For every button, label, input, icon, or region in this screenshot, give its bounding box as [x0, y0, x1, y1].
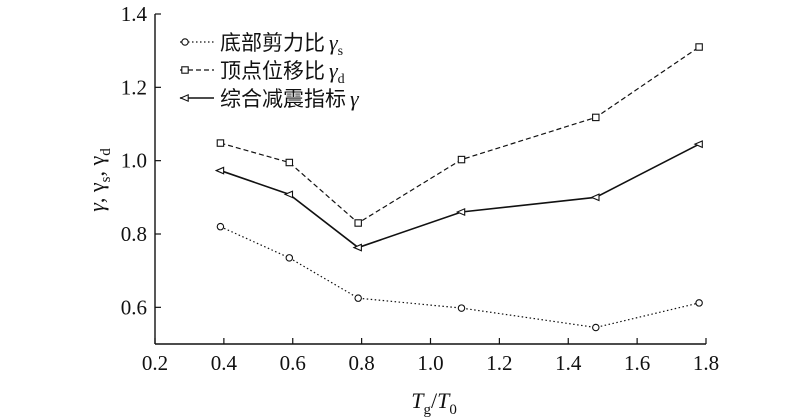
y-tick-label: 1.0 — [121, 149, 147, 173]
x-tick-label: 0.8 — [349, 351, 375, 375]
x-tick-label: 1.6 — [624, 351, 650, 375]
x-tick-label: 0.6 — [280, 351, 306, 375]
x-tick-label: 0.2 — [142, 351, 168, 375]
data-point — [457, 304, 466, 312]
series-triangle-left — [214, 140, 703, 252]
legend-marker — [181, 38, 189, 46]
x-axis-label-slash: / — [431, 388, 438, 413]
y-axis-label-sub-s: s — [98, 176, 114, 182]
x-axis-label: Tg/T0 — [411, 388, 457, 418]
data-point — [354, 294, 362, 302]
legend-label-symbol: γ — [350, 86, 360, 111]
y-axis-label-gamma: γ — [84, 202, 109, 212]
data-point — [214, 166, 225, 175]
y-tick-label: 1.2 — [121, 75, 147, 99]
legend-label-subscript: d — [338, 72, 345, 87]
data-point — [283, 190, 294, 199]
data-point — [457, 155, 466, 164]
y-tick-label: 0.6 — [121, 295, 147, 319]
x-axis-label-main: T — [411, 388, 425, 413]
data-point — [693, 140, 703, 149]
ticks: 0.2 0.4 0.6 0.8 1.0 1.2 1.4 1.6 1.8 0.6 0.8 1.0 1.2 1… — [121, 2, 719, 375]
data-point — [590, 193, 600, 202]
x-tick-label: 0.4 — [211, 351, 238, 375]
y-axis-label-comma2: , γ — [84, 155, 109, 176]
data-point — [285, 158, 294, 167]
data-point — [695, 299, 703, 307]
x-tick-label: 1.4 — [555, 351, 582, 375]
series-square — [216, 43, 703, 227]
x-tick-label: 1.2 — [486, 351, 512, 375]
data-point — [354, 219, 362, 227]
series-group — [214, 43, 703, 332]
legend-marker — [179, 93, 189, 103]
legend-label-symbol: γ — [329, 30, 339, 55]
y-axis-label-comma1: , γ — [84, 182, 109, 203]
legend-label-subscript: s — [338, 44, 343, 59]
data-point — [592, 323, 600, 332]
legend-marker — [181, 66, 189, 74]
data-point — [455, 207, 466, 217]
series-line — [220, 46, 700, 224]
x-axis-label-denominator: T — [437, 388, 451, 413]
x-axis-label-sub-0: 0 — [449, 402, 457, 418]
y-axis-label-sub-d: d — [98, 148, 114, 156]
x-tick-label: 1.0 — [417, 351, 443, 375]
y-tick-label: 1.4 — [121, 2, 148, 26]
legend-label-text: 底部剪力比 — [220, 31, 325, 55]
legend-label-text: 顶点位移比 — [220, 59, 325, 83]
data-point — [216, 139, 225, 147]
data-point — [285, 254, 294, 262]
series-circle — [216, 222, 703, 332]
x-tick-label: 1.8 — [693, 351, 719, 375]
series-line — [220, 143, 700, 249]
legend-label-text: 综合减震指标 — [220, 87, 346, 111]
data-point — [216, 222, 225, 231]
legend-label: 顶点位移比 γd — [220, 58, 345, 87]
legend-label: 底部剪力比 γs — [220, 30, 343, 59]
y-tick-label: 0.8 — [121, 222, 147, 246]
series-line — [220, 226, 700, 329]
x-axis-label-sub-g: g — [423, 402, 431, 418]
data-point — [592, 113, 600, 122]
legend-label: 综合减震指标 γ — [220, 86, 360, 111]
data-point — [695, 43, 703, 51]
data-point — [352, 243, 362, 252]
y-axis-label: γ, γs, γd — [84, 148, 114, 212]
legend-label-symbol: γ — [329, 58, 339, 83]
